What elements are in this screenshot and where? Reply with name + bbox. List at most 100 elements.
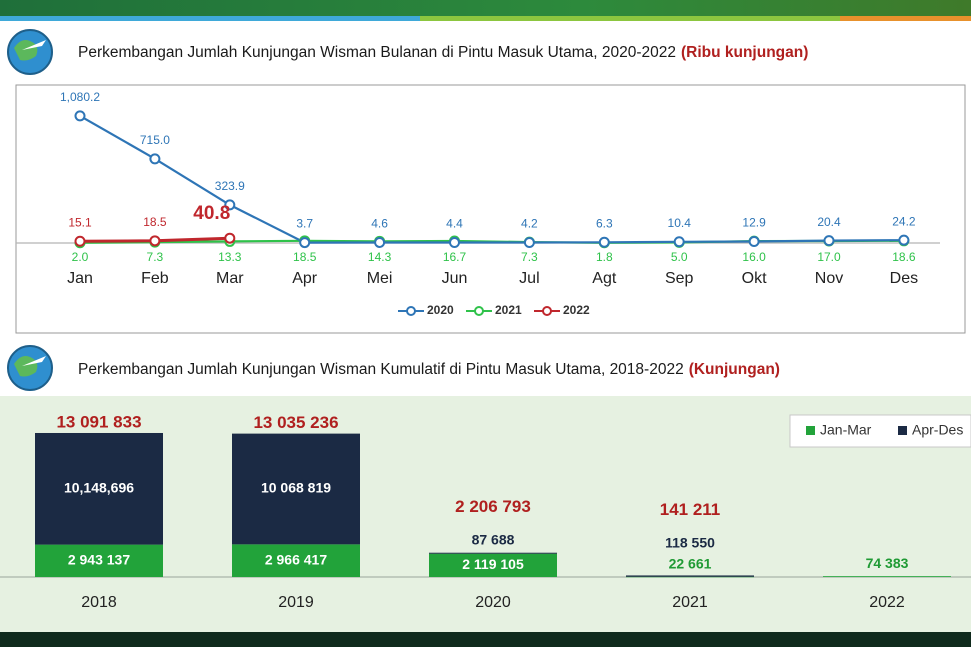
- data-label: 16.7: [443, 250, 467, 264]
- data-label: 18.5: [143, 215, 167, 229]
- total-label: 141 211: [660, 500, 721, 519]
- bar-segment: [232, 433, 360, 545]
- data-label: 1,080.2: [60, 90, 100, 104]
- legend-box: [789, 414, 971, 448]
- data-label: 3.7: [296, 217, 313, 231]
- data-label: 4.4: [446, 217, 463, 231]
- x-tick-label: 2021: [672, 594, 708, 611]
- data-label: 7.3: [521, 250, 538, 264]
- bar-segment: [429, 552, 557, 554]
- header-band: [0, 0, 971, 18]
- data-label: 18.6: [892, 250, 916, 264]
- legend-swatch: [806, 426, 815, 435]
- data-label: 15.1: [68, 215, 92, 229]
- data-point: [523, 237, 535, 249]
- data-label: 10.4: [668, 216, 692, 230]
- legend-marker: [406, 306, 416, 316]
- legend-swatch: [898, 426, 907, 435]
- bar-segment: [232, 544, 360, 577]
- data-label: 715.0: [140, 133, 170, 147]
- x-tick-label: Des: [890, 270, 918, 287]
- data-label: 40.8: [193, 203, 230, 224]
- title-unit: (Ribu kunjungan): [681, 44, 808, 61]
- globe-icon: [7, 345, 53, 391]
- data-label: 1.8: [596, 250, 613, 264]
- segment-label: 10 068 819: [261, 480, 331, 496]
- total-label: 2 206 793: [455, 497, 531, 516]
- data-point: [823, 235, 835, 247]
- title-unit: (Kunjungan): [689, 361, 780, 378]
- total-label: 13 091 833: [56, 412, 141, 431]
- data-label: 24.2: [892, 214, 916, 228]
- header-stripe: [0, 16, 420, 21]
- x-tick-label: 2022: [869, 594, 905, 611]
- data-point: [224, 232, 236, 244]
- data-label: 323.9: [215, 179, 245, 193]
- segment-label: 10,148,696: [64, 480, 134, 496]
- segment-label: 22 661: [669, 555, 712, 571]
- chart-title: Perkembangan Jumlah Kunjungan Wisman Kum…: [78, 361, 780, 378]
- segment-label: 2 943 137: [68, 552, 130, 568]
- data-label: 20.4: [817, 215, 841, 229]
- data-label: 7.3: [147, 250, 164, 264]
- data-point: [149, 153, 161, 165]
- x-tick-label: Jan: [67, 270, 93, 287]
- data-label: 14.3: [368, 250, 392, 264]
- data-label: 4.2: [521, 217, 538, 231]
- globe-icon: [7, 29, 53, 75]
- data-label: 4.6: [371, 217, 388, 231]
- x-tick-label: Feb: [141, 270, 169, 287]
- x-tick-label: Jun: [442, 270, 468, 287]
- x-tick-label: Agt: [592, 270, 617, 287]
- legend-label: Apr-Des: [912, 422, 963, 438]
- x-tick-label: 2020: [475, 594, 511, 611]
- x-tick-label: Mar: [216, 270, 244, 287]
- bar-segment: [626, 576, 754, 578]
- legend-marker: [474, 306, 484, 316]
- data-label: 16.0: [742, 250, 766, 264]
- segment-label: 2 966 417: [265, 551, 327, 567]
- data-label: 12.9: [742, 216, 766, 230]
- legend-label: 2021: [495, 303, 522, 317]
- bar-segment: [35, 432, 163, 545]
- data-label: 2.0: [72, 250, 89, 264]
- bar-segment: [626, 575, 754, 577]
- data-point: [673, 236, 685, 248]
- title-text: Perkembangan Jumlah Kunjungan Wisman Kum…: [78, 361, 684, 378]
- x-tick-label: Sep: [665, 270, 694, 287]
- data-point: [74, 235, 86, 247]
- total-label: 13 035 236: [253, 413, 338, 432]
- x-tick-label: 2019: [278, 594, 314, 611]
- bar-segment: [35, 544, 163, 577]
- header-stripe: [840, 16, 971, 21]
- x-tick-label: Mei: [367, 270, 393, 287]
- bar-segment: [429, 553, 557, 577]
- legend-label: 2022: [563, 303, 590, 317]
- series-line: [79, 114, 904, 244]
- segment-label: 2 119 105: [462, 556, 524, 572]
- line-chart-frame: [15, 84, 966, 334]
- legend-label: Jan-Mar: [820, 422, 872, 438]
- data-point: [149, 235, 161, 247]
- segment-label: 118 550: [665, 534, 715, 550]
- data-label: 5.0: [671, 250, 688, 264]
- footer-band: [0, 632, 971, 647]
- x-tick-label: 2018: [81, 594, 117, 611]
- segment-label: 74 383: [866, 555, 909, 571]
- bar-segment: [823, 576, 951, 577]
- legend-label: 2020: [427, 303, 454, 317]
- data-point: [224, 199, 236, 211]
- data-point: [74, 110, 86, 122]
- segment-label: 87 688: [472, 531, 515, 547]
- x-tick-label: Jul: [519, 270, 539, 287]
- data-label: 13.3: [218, 250, 242, 264]
- data-point: [598, 236, 610, 248]
- x-tick-label: Nov: [815, 270, 843, 287]
- data-point: [299, 237, 311, 249]
- data-point: [898, 234, 910, 246]
- chart-title: Perkembangan Jumlah Kunjungan Wisman Bul…: [78, 44, 808, 61]
- data-point: [449, 236, 460, 248]
- header-stripe: [420, 16, 840, 21]
